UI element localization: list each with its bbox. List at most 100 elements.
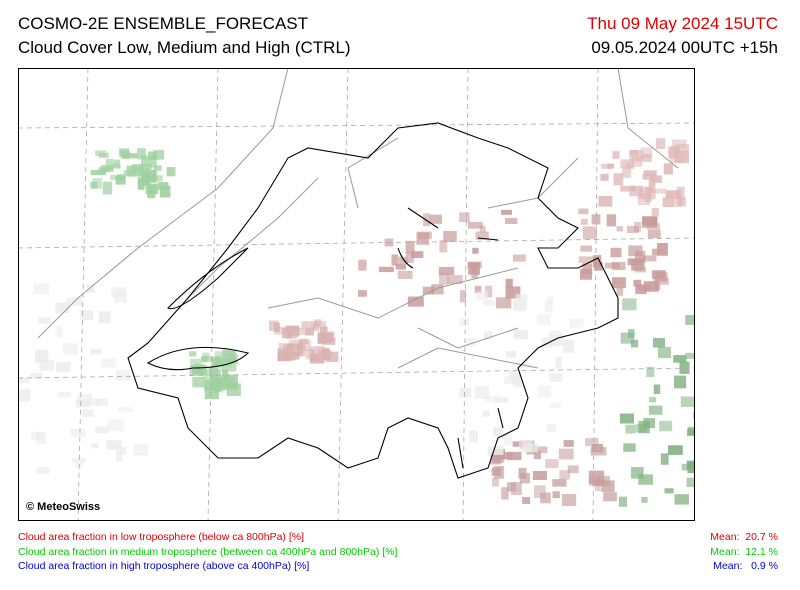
- cloud-patch: [141, 169, 156, 183]
- cloud-patch: [549, 335, 564, 346]
- legend-mean: Mean: 0.9 %: [713, 560, 778, 572]
- cloud-patch: [663, 163, 674, 175]
- cloud-patch: [297, 339, 311, 351]
- cloud-patch: [512, 372, 521, 385]
- cloud-patch: [610, 247, 622, 258]
- cloud-patch: [544, 299, 553, 313]
- cloud-patch: [549, 373, 563, 382]
- cloud-patch: [115, 370, 131, 381]
- cloud-patch: [648, 187, 656, 200]
- cloud-patch: [90, 170, 106, 176]
- cloud-patch: [645, 186, 654, 193]
- cloud-patch: [468, 221, 483, 229]
- cloud-patch: [74, 459, 84, 468]
- cloud-patch: [674, 375, 687, 389]
- cloud-patch: [657, 346, 672, 359]
- cloud-patch: [510, 482, 522, 496]
- cloud-patch: [616, 226, 624, 232]
- cloud-patch: [479, 225, 486, 233]
- cloud-patch: [550, 402, 561, 408]
- cloud-patch: [582, 263, 593, 275]
- cloud-patch: [552, 491, 560, 499]
- cloud-patch: [547, 296, 554, 305]
- cloud-patch: [483, 331, 493, 340]
- cloud-patch: [56, 326, 63, 338]
- cloud-patch: [137, 176, 146, 189]
- cloud-patch: [211, 357, 222, 368]
- cloud-patch: [601, 163, 614, 169]
- cloud-patch: [107, 419, 124, 431]
- cloud-patch: [476, 291, 489, 300]
- credit: © MeteoSwiss: [26, 501, 100, 513]
- cloud-patch: [284, 351, 297, 361]
- cloud-patch: [205, 377, 219, 385]
- cloud-patch: [287, 343, 303, 356]
- cloud-patch: [580, 245, 592, 252]
- cloud-patch: [317, 333, 326, 344]
- cloud-patch: [422, 286, 435, 295]
- cloud-patch: [642, 173, 649, 180]
- cloud-patch: [541, 337, 552, 348]
- cloud-patch: [495, 297, 512, 309]
- cloud-patch: [591, 214, 601, 225]
- cloud-patch: [655, 138, 666, 150]
- cloud-patch: [141, 155, 157, 168]
- cloud-patch: [325, 332, 334, 342]
- cloud-patch: [36, 431, 46, 444]
- cloud-patch: [222, 369, 229, 378]
- cloud-patch: [100, 164, 114, 173]
- cloud-patch: [671, 139, 687, 149]
- cloud-patch: [645, 191, 652, 202]
- cloud-patch: [90, 349, 102, 355]
- cloud-patch: [676, 186, 685, 200]
- cloud-patch: [411, 251, 424, 259]
- cloud-patch: [70, 429, 86, 438]
- cloud-patch: [501, 209, 512, 215]
- cloud-patch: [652, 337, 666, 348]
- cloud-patch: [38, 317, 52, 324]
- cloud-patch: [158, 182, 169, 190]
- cloud-patch: [667, 445, 683, 455]
- cloud-patch: [627, 258, 642, 266]
- cloud-patch: [648, 396, 657, 403]
- legend-text: Cloud area fraction in high troposphere …: [18, 560, 310, 572]
- cloud-patch: [18, 389, 31, 402]
- cloud-patch: [634, 250, 646, 263]
- cloud-patch: [224, 357, 237, 364]
- cloud-patch: [642, 216, 658, 226]
- cloud-patch: [623, 443, 636, 452]
- cloud-patch: [209, 368, 221, 379]
- cloud-patch: [116, 450, 123, 462]
- cloud-patch: [620, 332, 635, 344]
- run-time: 09.05.2024 00UTC +15h: [591, 38, 778, 57]
- cloud-patch: [56, 362, 71, 372]
- cloud-patch: [555, 356, 562, 369]
- cloud-patch: [33, 283, 50, 295]
- cloud-patch: [166, 167, 176, 177]
- cloud-patch: [492, 451, 504, 463]
- cloud-patch: [685, 315, 695, 325]
- cloud-patch: [407, 296, 424, 307]
- cloud-patch: [507, 451, 522, 461]
- cloud-patch: [224, 382, 238, 390]
- cloud-patch: [638, 474, 653, 485]
- cloud-patch: [95, 398, 108, 406]
- cloud-patch: [438, 266, 455, 276]
- cloud-patch: [469, 430, 478, 443]
- cloud-patch: [416, 232, 430, 245]
- cloud-patch: [642, 255, 657, 262]
- cloud-patch: [578, 208, 589, 215]
- legend-text: Cloud area fraction in medium tropospher…: [18, 545, 398, 558]
- cloud-patch: [532, 470, 547, 480]
- cloud-patch: [482, 410, 490, 417]
- cloud-patch: [503, 376, 514, 385]
- cloud-patch: [102, 181, 113, 195]
- cloud-patch: [466, 337, 477, 347]
- cloud-patch: [504, 217, 518, 225]
- cloud-patch: [518, 467, 527, 479]
- cloud-patch: [512, 254, 526, 262]
- cloud-patch: [475, 231, 489, 240]
- cloud-patch: [522, 496, 531, 505]
- cloud-patch: [285, 325, 299, 332]
- cloud-patch: [493, 427, 503, 437]
